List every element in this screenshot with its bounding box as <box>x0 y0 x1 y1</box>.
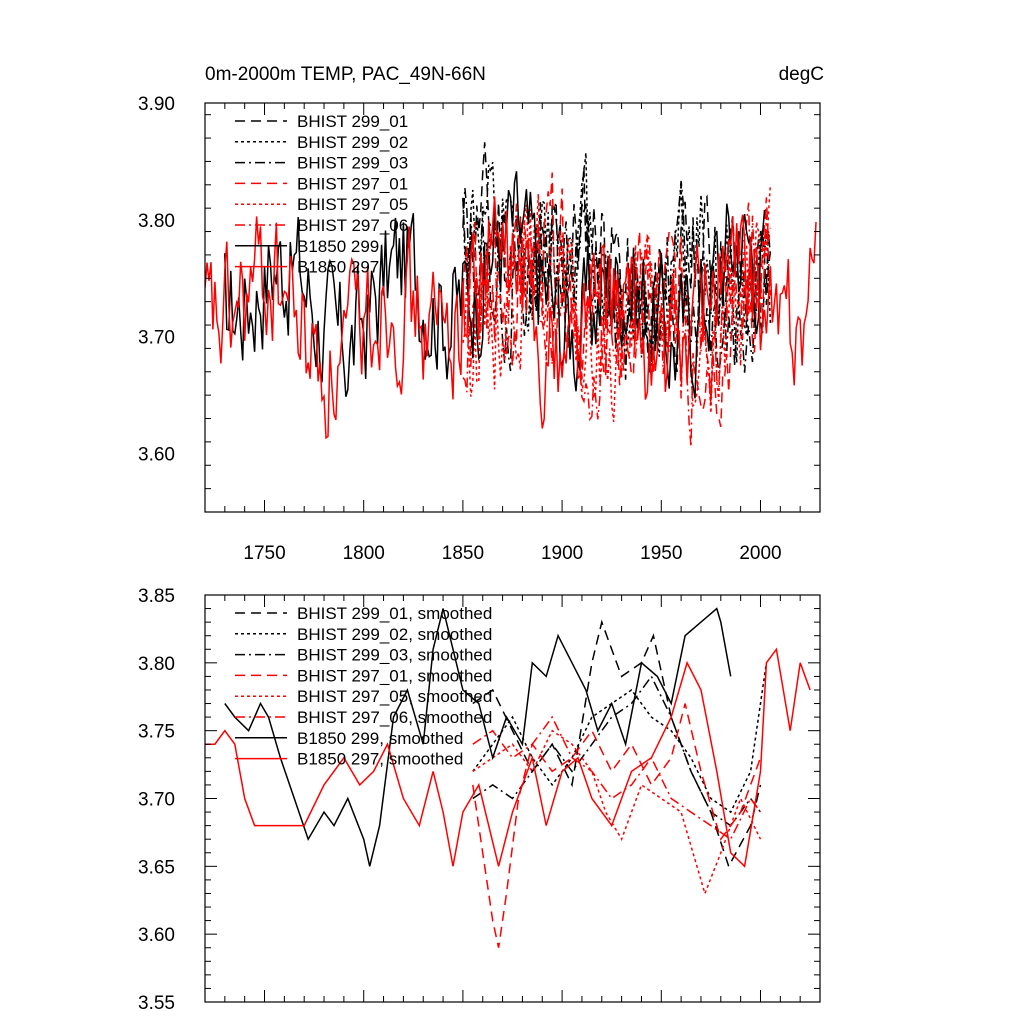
y-tick-label: 3.75 <box>138 722 175 743</box>
legend-label: B1850 297, smoothed <box>297 750 463 769</box>
legend-label: BHIST 297_05, smoothed <box>297 687 492 706</box>
legend-label: BHIST 299_02, smoothed <box>297 625 492 644</box>
legend-label: BHIST 299_03, smoothed <box>297 646 492 665</box>
series-line-smoothed-6 <box>224 607 732 867</box>
legend-label: BHIST 297_06 <box>297 216 408 235</box>
y-tick-label: 3.85 <box>138 586 175 607</box>
legend-label: BHIST 297_01, smoothed <box>297 666 492 685</box>
x-tick-label: 1950 <box>640 543 682 564</box>
series-line-smoothed-4 <box>472 729 762 896</box>
legend-label: B1850 297 <box>297 258 379 277</box>
series-line-smoothed-3 <box>472 703 762 948</box>
x-tick-label: 1900 <box>541 543 583 564</box>
plot-frame <box>204 102 821 513</box>
y-tick-label: 3.90 <box>138 94 175 115</box>
legend-label: BHIST 297_01 <box>297 174 408 193</box>
x-tick-label: 2000 <box>739 543 781 564</box>
series-line-smoothed-0 <box>472 619 762 869</box>
series-line-smoothed-7 <box>205 647 811 868</box>
y-tick-label: 3.60 <box>138 445 175 466</box>
figure-units: degC <box>778 64 824 85</box>
series-line-annual-7 <box>205 196 817 440</box>
figure-title: 0m-2000m TEMP, PAC_49N-66N <box>205 64 486 85</box>
y-tick-label: 3.70 <box>138 790 175 811</box>
legend-label: BHIST 297_06, smoothed <box>297 708 492 727</box>
x-tick-label: 1800 <box>343 543 385 564</box>
legend-label: BHIST 299_01, smoothed <box>297 604 492 623</box>
series-line-annual-3 <box>462 172 772 427</box>
legend-label: BHIST 299_03 <box>297 154 408 173</box>
series-line-smoothed-1 <box>472 662 768 814</box>
x-tick-label: 1850 <box>442 543 484 564</box>
legend-label: BHIST 299_01 <box>297 112 408 131</box>
y-tick-label: 3.55 <box>138 993 175 1014</box>
series-line-annual-5 <box>462 202 772 447</box>
series-line-annual-4 <box>462 184 772 422</box>
y-tick-label: 3.65 <box>138 857 175 878</box>
y-tick-label: 3.80 <box>138 211 175 232</box>
legend-label: B1850 299, smoothed <box>297 729 463 748</box>
y-tick-label: 3.80 <box>138 654 175 675</box>
y-tick-label: 3.60 <box>138 925 175 946</box>
series-line-annual-0 <box>462 142 772 372</box>
y-tick-label: 3.70 <box>138 328 175 349</box>
x-tick-label: 1750 <box>243 543 285 564</box>
legend-label: B1850 299 <box>297 237 379 256</box>
legend-label: BHIST 299_02 <box>297 133 408 152</box>
series-line-smoothed-5 <box>472 715 762 841</box>
legend-label: BHIST 297_05 <box>297 195 408 214</box>
